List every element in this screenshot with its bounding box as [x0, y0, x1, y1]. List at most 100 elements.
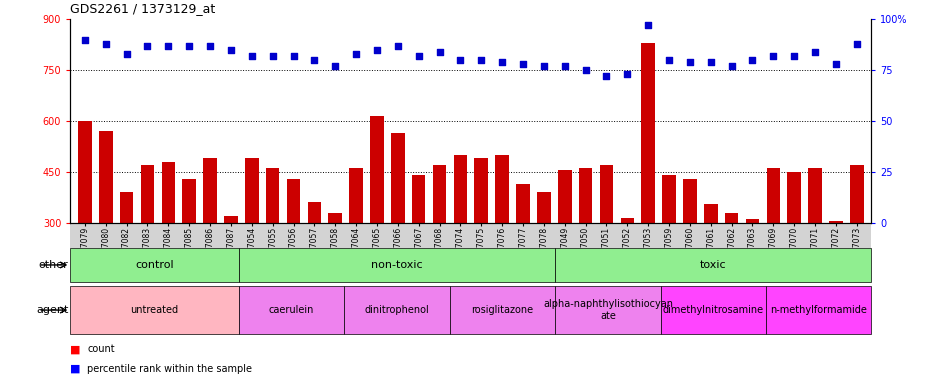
Bar: [266, 169, 279, 324]
Bar: [453, 155, 467, 324]
Bar: [557, 170, 571, 324]
Point: [848, 41, 863, 47]
Point: [202, 43, 217, 49]
Text: agent: agent: [36, 305, 68, 315]
Point: [703, 59, 718, 65]
Point: [223, 47, 238, 53]
Point: [348, 51, 363, 57]
Bar: [183, 179, 196, 324]
Point: [598, 73, 613, 79]
Point: [369, 47, 384, 53]
Point: [411, 53, 426, 59]
Point: [765, 53, 780, 59]
Bar: [495, 155, 508, 324]
Point: [119, 51, 134, 57]
Bar: [808, 169, 821, 324]
Bar: [70, 286, 239, 334]
Text: other: other: [38, 260, 68, 270]
Bar: [766, 286, 870, 334]
Point: [390, 43, 405, 49]
Text: count: count: [87, 344, 114, 354]
Bar: [766, 169, 780, 324]
Text: ■: ■: [70, 344, 80, 354]
Bar: [703, 204, 717, 324]
Bar: [641, 43, 654, 324]
Text: percentile rank within the sample: percentile rank within the sample: [87, 364, 252, 374]
Text: n-methylformamide: n-methylformamide: [769, 305, 866, 315]
Bar: [620, 218, 634, 324]
Point: [307, 57, 322, 63]
Point: [452, 57, 467, 63]
Bar: [286, 179, 300, 324]
Bar: [203, 158, 216, 324]
Point: [182, 43, 197, 49]
Point: [78, 36, 93, 43]
Bar: [449, 286, 554, 334]
Point: [161, 43, 176, 49]
Bar: [660, 286, 766, 334]
Bar: [224, 216, 238, 324]
Bar: [161, 162, 175, 324]
Point: [265, 53, 280, 59]
Bar: [307, 202, 321, 324]
Point: [535, 63, 550, 69]
Text: toxic: toxic: [699, 260, 725, 270]
Bar: [432, 165, 446, 324]
Bar: [99, 131, 112, 324]
Bar: [554, 286, 660, 334]
Bar: [554, 248, 870, 282]
Point: [431, 49, 446, 55]
Text: dimethylnitrosamine: dimethylnitrosamine: [662, 305, 763, 315]
Point: [578, 67, 592, 73]
Bar: [70, 248, 239, 282]
Point: [515, 61, 530, 67]
Point: [744, 57, 759, 63]
Point: [827, 61, 842, 67]
Bar: [329, 213, 342, 324]
Text: non-toxic: non-toxic: [371, 260, 422, 270]
Bar: [786, 172, 800, 324]
Bar: [474, 158, 488, 324]
Bar: [239, 248, 554, 282]
Bar: [516, 184, 529, 324]
Bar: [662, 175, 675, 324]
Point: [807, 49, 822, 55]
Point: [786, 53, 801, 59]
Point: [494, 59, 509, 65]
Point: [724, 63, 739, 69]
Bar: [239, 286, 344, 334]
Point: [640, 22, 655, 28]
Text: rosiglitazone: rosiglitazone: [471, 305, 533, 315]
Text: GDS2261 / 1373129_at: GDS2261 / 1373129_at: [70, 2, 215, 15]
Text: untreated: untreated: [130, 305, 179, 315]
Text: dinitrophenol: dinitrophenol: [364, 305, 429, 315]
Bar: [412, 175, 425, 324]
Point: [139, 43, 154, 49]
Bar: [140, 165, 154, 324]
Text: control: control: [135, 260, 174, 270]
Point: [328, 63, 343, 69]
Bar: [349, 169, 362, 324]
Point: [474, 57, 489, 63]
Bar: [849, 165, 863, 324]
Bar: [78, 121, 92, 324]
Point: [244, 53, 259, 59]
Bar: [370, 116, 384, 324]
Point: [681, 59, 696, 65]
Point: [98, 41, 113, 47]
Text: ■: ■: [70, 364, 80, 374]
Bar: [536, 192, 550, 324]
Text: alpha-naphthylisothiocyan
ate: alpha-naphthylisothiocyan ate: [542, 299, 672, 321]
Text: caerulein: caerulein: [269, 305, 314, 315]
Point: [557, 63, 572, 69]
Bar: [344, 286, 449, 334]
Bar: [724, 213, 738, 324]
Point: [285, 53, 300, 59]
Bar: [745, 219, 758, 324]
Bar: [599, 165, 612, 324]
Point: [619, 71, 634, 77]
Bar: [578, 169, 592, 324]
Bar: [390, 133, 404, 324]
Point: [661, 57, 676, 63]
Bar: [828, 221, 841, 324]
